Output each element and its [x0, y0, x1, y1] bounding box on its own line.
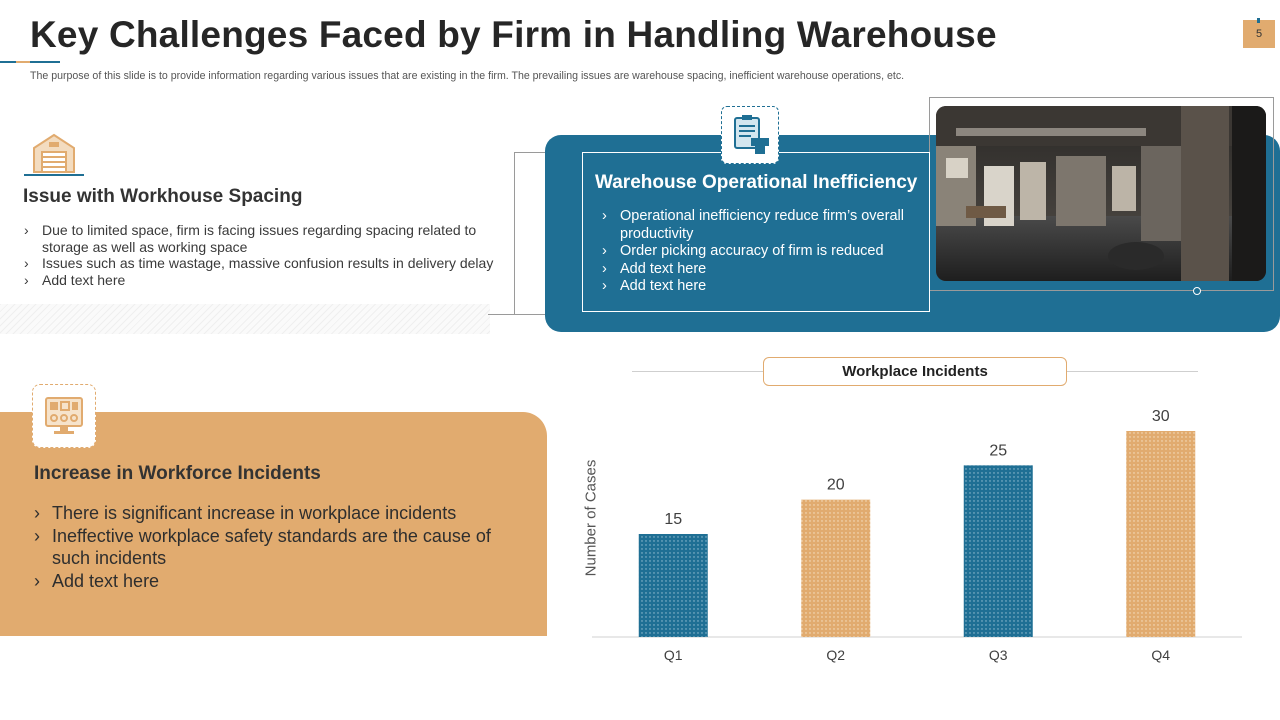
- chevron-right-icon: ›: [34, 570, 40, 591]
- incidents-card: [0, 412, 547, 636]
- control-panel-icon: [32, 384, 96, 448]
- title-underline-blue: [0, 61, 60, 63]
- slide-title: Key Challenges Faced by Firm in Handling…: [30, 14, 997, 55]
- list-item: › Add text here: [602, 278, 707, 294]
- x-tick-label: Q1: [664, 647, 683, 663]
- spacing-issue-title: Issue with Workhouse Spacing: [23, 186, 303, 207]
- list-item: › Add text here: [24, 271, 126, 288]
- operational-card-title: Warehouse Operational Inefficiency: [595, 172, 918, 193]
- hatched-divider: [0, 304, 490, 334]
- chevron-right-icon: ›: [602, 260, 607, 277]
- x-tick-label: Q4: [1151, 647, 1170, 663]
- list-item: › Order picking accuracy of firm is reduc…: [602, 243, 884, 259]
- list-item: › Due to limited space, firm is facing is…: [24, 222, 477, 255]
- chevron-right-icon: ›: [24, 222, 29, 238]
- page-number-marker: [1257, 18, 1260, 23]
- chart-title: Workplace Incidents: [763, 357, 1067, 386]
- list-item: › Issues such as time wastage, massive co…: [24, 255, 494, 271]
- chevron-right-icon: ›: [24, 271, 29, 288]
- workplace-incidents-chart: 15 Q1 20 Q2 25 Q3 30 Q4: [592, 408, 1242, 663]
- chevron-right-icon: ›: [24, 255, 29, 271]
- list-item: › Add text here: [34, 570, 160, 591]
- data-label: 25: [989, 442, 1007, 459]
- list-item: › Operational inefficiency reduce firm’s …: [602, 208, 904, 242]
- list-item: › There is significant increase in workpl…: [34, 503, 457, 523]
- operational-card-list: › Operational inefficiency reduce firm’s …: [602, 208, 922, 296]
- chevron-right-icon: ›: [602, 278, 607, 294]
- title-underline-tan: [16, 61, 30, 63]
- chevron-right-icon: ›: [602, 208, 607, 224]
- bar-q4: [1126, 431, 1196, 637]
- incidents-card-title: Increase in Workforce Incidents: [34, 463, 321, 484]
- x-tick-label: Q2: [826, 647, 845, 663]
- incidents-card-list: › There is significant increase in workpl…: [34, 502, 514, 592]
- warehouse-photo: [936, 106, 1266, 281]
- chevron-right-icon: ›: [34, 503, 40, 523]
- clipboard-boxes-icon: [721, 106, 779, 164]
- icon-underline: [24, 174, 84, 176]
- connector-line: [488, 314, 515, 315]
- bar-q2: [801, 499, 871, 637]
- data-label: 20: [827, 477, 845, 494]
- chevron-right-icon: ›: [602, 243, 607, 259]
- warehouse-icon: [30, 132, 78, 174]
- connector-dot: [1193, 287, 1201, 295]
- slide-subtitle: The purpose of this slide is to provide …: [30, 70, 905, 82]
- page-number: 5: [1243, 20, 1275, 48]
- x-tick-label: Q3: [989, 647, 1008, 663]
- data-label: 15: [664, 511, 682, 528]
- chevron-right-icon: ›: [34, 525, 40, 546]
- list-item: › Ineffective workplace safety standards …: [34, 525, 491, 569]
- bar-q1: [638, 534, 708, 637]
- bar-q3: [963, 465, 1033, 637]
- spacing-issue-list: › Due to limited space, firm is facing is…: [24, 222, 494, 288]
- data-label: 30: [1152, 408, 1170, 425]
- list-item: › Add text here: [602, 260, 707, 277]
